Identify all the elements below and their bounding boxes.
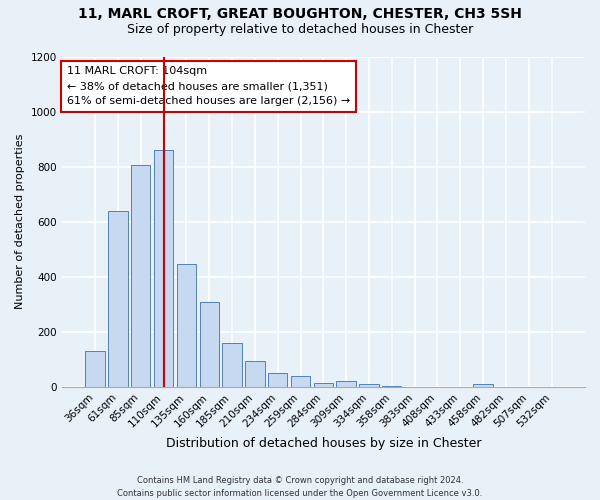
Bar xyxy=(268,373,287,387)
Bar xyxy=(382,386,401,387)
Bar xyxy=(85,351,105,387)
Bar xyxy=(200,302,219,387)
Bar xyxy=(473,384,493,387)
Text: 11, MARL CROFT, GREAT BOUGHTON, CHESTER, CH3 5SH: 11, MARL CROFT, GREAT BOUGHTON, CHESTER,… xyxy=(78,8,522,22)
Bar xyxy=(245,361,265,387)
Text: Size of property relative to detached houses in Chester: Size of property relative to detached ho… xyxy=(127,22,473,36)
Y-axis label: Number of detached properties: Number of detached properties xyxy=(15,134,25,310)
Text: Contains HM Land Registry data © Crown copyright and database right 2024.
Contai: Contains HM Land Registry data © Crown c… xyxy=(118,476,482,498)
Bar xyxy=(223,343,242,387)
Bar xyxy=(314,383,333,387)
Bar xyxy=(154,150,173,387)
Bar xyxy=(108,210,128,387)
Bar xyxy=(131,166,151,387)
Bar xyxy=(359,384,379,387)
Bar xyxy=(177,264,196,387)
Text: 11 MARL CROFT: 104sqm
← 38% of detached houses are smaller (1,351)
61% of semi-d: 11 MARL CROFT: 104sqm ← 38% of detached … xyxy=(67,66,350,106)
Bar xyxy=(291,376,310,387)
X-axis label: Distribution of detached houses by size in Chester: Distribution of detached houses by size … xyxy=(166,437,481,450)
Bar xyxy=(337,382,356,387)
